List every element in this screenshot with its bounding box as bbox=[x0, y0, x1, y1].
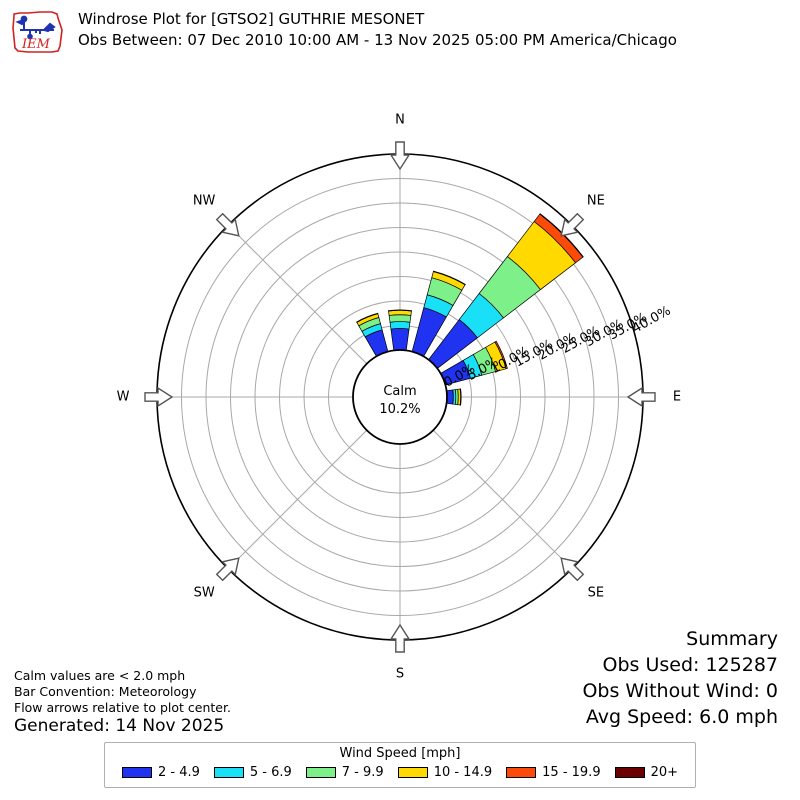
direction-label-nw: NW bbox=[193, 194, 216, 209]
legend-label: 7 - 9.9 bbox=[341, 765, 384, 780]
flow-arrow-se bbox=[560, 557, 585, 582]
flow-arrow-w bbox=[144, 386, 174, 408]
legend-item[interactable]: 5 - 6.9 bbox=[213, 765, 292, 780]
generated-note: Generated: 14 Nov 2025 bbox=[14, 716, 225, 736]
legend-swatch bbox=[397, 767, 428, 778]
windrose-bar-segment bbox=[356, 312, 379, 323]
legend-label: 5 - 6.9 bbox=[249, 765, 292, 780]
windrose-bar-segment bbox=[388, 309, 412, 316]
radial-tick-label: 40.0% bbox=[630, 303, 673, 336]
legend-item[interactable]: 10 - 14.9 bbox=[397, 765, 493, 780]
windrose-bars bbox=[356, 213, 584, 406]
grid-ring bbox=[181, 178, 619, 616]
arrow-note: Flow arrows relative to plot center. bbox=[14, 700, 231, 715]
windrose-plot: Calm 10.2% 0.0% 5.0% 10.0% 15.0% 20.0% 25.0% 30… bbox=[0, 56, 800, 736]
iem-logo: IEM bbox=[12, 11, 63, 53]
summary-obs-without-wind: Obs Without Wind: 0 bbox=[582, 680, 778, 702]
summary-avg-speed: Avg Speed: 6.0 mph bbox=[585, 706, 778, 728]
legend-item[interactable]: 15 - 19.9 bbox=[506, 765, 601, 780]
legend-swatch bbox=[121, 767, 152, 778]
grid-ring bbox=[254, 251, 546, 543]
direction-label-w: W bbox=[117, 390, 130, 405]
windrose-bar-segment bbox=[539, 213, 584, 258]
legend-swatch bbox=[506, 767, 537, 778]
flow-arrow-n bbox=[389, 141, 411, 171]
grid-ring bbox=[205, 202, 595, 592]
legend-swatch bbox=[614, 767, 645, 778]
calm-note: Calm values are < 2.0 mph bbox=[14, 668, 186, 683]
calm-value: 10.2% bbox=[379, 402, 420, 417]
grid-ring bbox=[230, 227, 570, 567]
convention-note: Bar Convention: Meteorology bbox=[14, 684, 197, 699]
grid-ring bbox=[303, 300, 497, 494]
direction-label-e: E bbox=[673, 390, 681, 405]
flow-arrow-sw bbox=[215, 557, 240, 582]
direction-label-s: S bbox=[396, 667, 404, 682]
legend-item[interactable]: 7 - 9.9 bbox=[305, 765, 384, 780]
summary-obs-used: Obs Used: 125287 bbox=[602, 654, 778, 676]
windrose-bar-segment bbox=[390, 328, 410, 351]
legend-swatch bbox=[213, 767, 244, 778]
footnotes: Calm values are < 2.0 mph Bar Convention… bbox=[14, 668, 231, 736]
logo-text: IEM bbox=[21, 37, 51, 52]
direction-labels: N NE E SE S SW W NW bbox=[117, 113, 682, 682]
direction-label-ne: NE bbox=[587, 194, 605, 209]
flow-arrow-nw bbox=[215, 212, 240, 237]
windrose-bar-segment bbox=[388, 309, 412, 312]
legend: Wind Speed [mph] 2 - 4.9 5 - 6.9 7 - 9.9 10… bbox=[104, 742, 696, 788]
calm-circle: Calm 10.2% bbox=[352, 349, 448, 445]
legend-swatch bbox=[305, 767, 336, 778]
summary-block: Summary Obs Used: 125287 Obs Without Win… bbox=[582, 626, 778, 730]
legend-label: 2 - 4.9 bbox=[157, 765, 200, 780]
header: IEM Windrose Plot for [GTSO2] GUTHRIE ME… bbox=[0, 0, 800, 60]
flow-arrow-ne bbox=[560, 212, 585, 237]
legend-item[interactable]: 2 - 4.9 bbox=[121, 765, 200, 780]
page-subtitle: Obs Between: 07 Dec 2010 10:00 AM - 13 N… bbox=[78, 31, 677, 49]
direction-label-n: N bbox=[395, 113, 405, 128]
direction-label-se: SE bbox=[588, 585, 604, 600]
title-block: Windrose Plot for [GTSO2] GUTHRIE MESONE… bbox=[78, 9, 677, 51]
legend-item[interactable]: 20+ bbox=[614, 765, 679, 780]
legend-label: 15 - 19.9 bbox=[542, 765, 601, 780]
calm-circle-shape bbox=[352, 349, 448, 445]
legend-label: 20+ bbox=[650, 765, 679, 780]
windrose-bar-segment bbox=[389, 321, 411, 330]
direction-label-sw: SW bbox=[194, 585, 215, 600]
page-title: Windrose Plot for [GTSO2] GUTHRIE MESONE… bbox=[78, 10, 425, 28]
grid-ring bbox=[279, 276, 521, 518]
windrose-bar-segment bbox=[494, 340, 508, 370]
windrose-bar-segment bbox=[459, 388, 462, 406]
flow-arrow-s bbox=[389, 623, 411, 653]
legend-items: 2 - 4.9 5 - 6.9 7 - 9.9 10 - 14.9 15 - 19.9 2… bbox=[105, 765, 695, 780]
summary-heading: Summary bbox=[686, 628, 778, 650]
windrose-bar-segment bbox=[432, 270, 466, 286]
calm-label: Calm bbox=[383, 384, 416, 399]
legend-label: 10 - 14.9 bbox=[433, 765, 493, 780]
windrose-bar-segment bbox=[388, 314, 412, 323]
flow-arrow-e bbox=[626, 386, 656, 408]
legend-title: Wind Speed [mph] bbox=[339, 746, 461, 761]
